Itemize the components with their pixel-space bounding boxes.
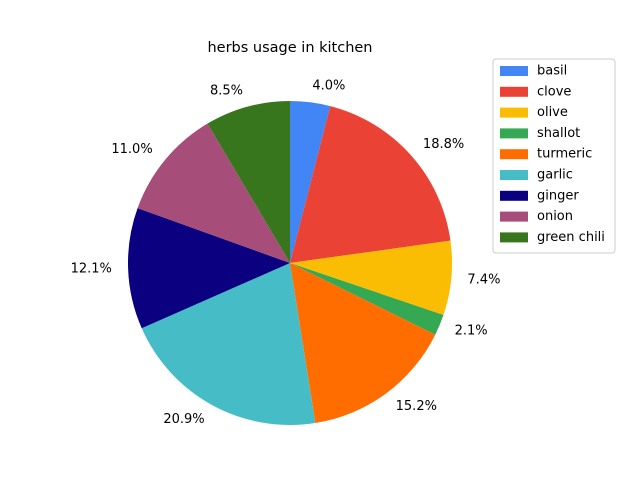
legend-swatch xyxy=(500,232,528,243)
legend: basil clove olive shallot turmeric garlic ging… xyxy=(492,58,616,254)
pie-slice-ginger xyxy=(128,208,290,329)
legend-frame xyxy=(492,58,616,254)
pie-value-labels: 4.0% 18.8% 7.4% 2.1% 15.2% 20.9% 12.1% 11.0% 8.5… xyxy=(71,79,501,427)
legend-label: onion xyxy=(537,209,573,224)
legend-swatch xyxy=(500,66,528,76)
legend-swatch xyxy=(500,211,528,222)
pie-slice-onion xyxy=(137,123,290,264)
legend-label: green chili xyxy=(537,230,605,245)
pie-slice-shallot xyxy=(290,263,444,335)
pie-value-label: 2.1% xyxy=(455,324,488,339)
legend-label: turmeric xyxy=(537,147,592,162)
pie-value-label: 18.8% xyxy=(423,137,464,152)
legend-swatch xyxy=(500,190,528,201)
pie-slice-basil xyxy=(290,101,331,263)
legend-swatch xyxy=(500,128,528,139)
pie-value-label: 20.9% xyxy=(163,412,204,427)
legend-label: shallot xyxy=(537,126,580,141)
legend-label: garlic xyxy=(537,168,573,183)
legend-label: clove xyxy=(537,84,571,99)
pie-slice-olive xyxy=(290,240,452,315)
pie-value-label: 15.2% xyxy=(396,399,437,414)
legend-swatch xyxy=(500,86,528,97)
pie-value-label: 11.0% xyxy=(111,142,152,157)
legend-label: olive xyxy=(537,105,568,120)
legend-swatch xyxy=(500,170,528,180)
pie-slice-garlic xyxy=(141,263,316,425)
pie-value-label: 12.1% xyxy=(71,262,112,277)
legend-label: ginger xyxy=(537,188,579,203)
pie-value-label: 4.0% xyxy=(312,79,345,94)
pie-value-label: 8.5% xyxy=(210,84,243,99)
legend-label: basil xyxy=(537,64,567,79)
pie-slice-turmeric xyxy=(290,263,436,424)
pie-value-label: 7.4% xyxy=(467,272,500,287)
chart-title: herbs usage in kitchen xyxy=(207,40,372,56)
legend-swatch xyxy=(500,107,528,118)
legend-swatch xyxy=(500,149,528,160)
pie-slice-clove xyxy=(290,106,451,263)
pie-slices xyxy=(128,101,452,425)
pie-slice-green-chili xyxy=(207,101,290,263)
